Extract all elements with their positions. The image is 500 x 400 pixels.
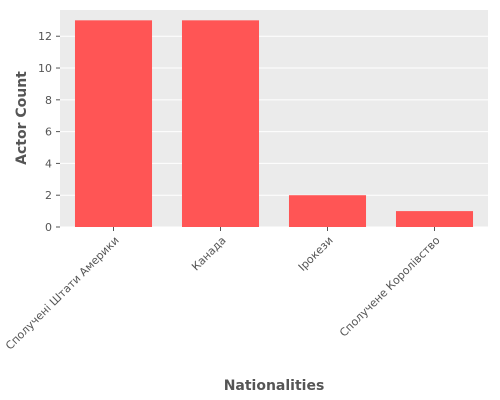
x-axis-ticks: Сполучені Штати Америки Канада Ірокези Спол… [3,227,443,352]
bar [74,20,153,228]
x-axis-title: Nationalities [224,378,325,394]
bar [181,20,260,228]
y-tick-label: 10 [38,62,52,75]
y-tick-label: 4 [45,157,52,170]
bar [288,195,367,227]
y-axis-title: Actor Count [14,71,30,165]
y-tick-label: 6 [45,126,52,139]
y-tick-label: 8 [45,94,52,107]
y-axis-ticks: 0 2 4 6 8 10 12 [38,30,60,234]
y-tick-label: 2 [45,189,52,202]
y-tick-label: 12 [38,30,52,43]
y-tick-label: 0 [45,221,52,234]
x-tick-label: Сполучені Штати Америки [3,234,122,353]
bars [74,20,474,228]
x-tick-label: Ірокези [296,234,336,274]
x-tick-label: Канада [189,234,228,273]
x-tick-label: Сполучене Королівство [337,234,443,340]
bar [395,211,474,227]
